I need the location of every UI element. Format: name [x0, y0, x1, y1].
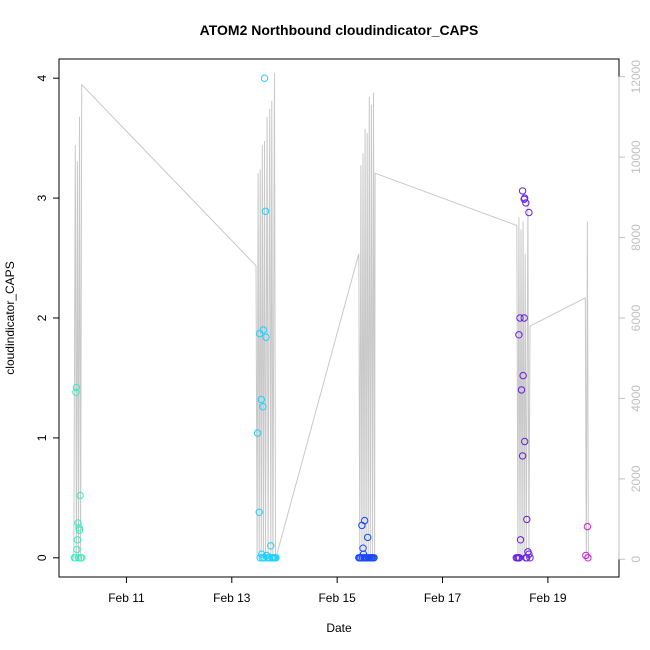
data-point: [257, 395, 265, 404]
data-point: [525, 208, 533, 217]
data-point: [262, 333, 270, 341]
x-axis-label: Date: [326, 621, 352, 635]
data-point: [73, 545, 81, 554]
data-point: [515, 331, 523, 339]
data-point: [253, 429, 262, 437]
x-tick-label: Feb 11: [108, 591, 145, 605]
data-point: [370, 554, 378, 562]
series-line: [73, 72, 589, 560]
data-point: [259, 326, 268, 334]
data-point: [76, 491, 84, 500]
data-point: [519, 371, 527, 380]
y-tick-label: 4: [35, 75, 49, 82]
data-point: [521, 437, 529, 446]
data-point: [358, 521, 366, 530]
data-point: [520, 314, 528, 322]
chart-title: ATOM2 Northbound cloudindicator_CAPS: [200, 22, 479, 38]
y2-tick-label: 6000: [629, 304, 643, 331]
data-point: [520, 195, 528, 204]
data-point: [261, 207, 270, 216]
y2-tick-label: 12000: [629, 60, 643, 94]
data-point: [73, 536, 82, 544]
x-axis: Feb 11 Feb 13 Feb 15 Feb 17 Feb 19: [108, 576, 567, 605]
data-point: [259, 403, 267, 411]
y2-tick-label: 10000: [629, 140, 643, 174]
data-point: [72, 388, 80, 396]
data-point: [517, 386, 526, 394]
data-point: [523, 515, 531, 524]
data-point: [584, 554, 592, 562]
data-point: [74, 554, 83, 562]
data-point: [74, 519, 82, 527]
data-point: [518, 187, 527, 195]
y-tick-label: 3: [35, 194, 49, 201]
y-tick-label: 0: [35, 554, 49, 561]
data-point: [523, 554, 531, 562]
data-point: [518, 452, 527, 460]
x-tick-label: Feb 15: [318, 591, 356, 605]
data-point: [260, 554, 268, 562]
y2-tick-label: 8000: [629, 224, 643, 251]
data-point: [526, 554, 534, 562]
y-axis-left: 0 1 2 3 4: [35, 75, 60, 561]
data-point: [255, 508, 263, 516]
data-point: [72, 383, 81, 392]
y-tick-label: 1: [35, 434, 49, 441]
secondary-line-series: [73, 72, 589, 560]
data-point: [78, 554, 86, 562]
data-point: [364, 533, 372, 542]
data-point: [516, 536, 525, 544]
x-tick-label: Feb 17: [424, 591, 462, 605]
y-axis-label: cloudindicator_CAPS: [3, 261, 17, 374]
data-point: [522, 199, 530, 207]
y-axis-right: 0 2000 4000 6000 8000 10000 12000: [618, 60, 643, 563]
x-tick-label: Feb 13: [213, 591, 251, 605]
y2-tick-label: 0: [629, 556, 643, 563]
x-tick-label: Feb 19: [529, 591, 567, 605]
data-point: [582, 551, 590, 560]
data-point: [260, 74, 269, 82]
data-point: [272, 554, 280, 562]
data-point: [256, 554, 264, 562]
y-tick-label: 2: [35, 314, 49, 321]
data-point: [75, 526, 84, 534]
y2-tick-label: 2000: [629, 465, 643, 492]
data-point: [516, 314, 524, 322]
point-series-group: [70, 74, 592, 562]
data-point: [583, 522, 592, 531]
data-point: [359, 544, 367, 552]
plot-frame: [58, 58, 620, 578]
data-point: [258, 550, 266, 558]
y2-tick-label: 4000: [629, 385, 643, 412]
data-point: [267, 542, 275, 550]
